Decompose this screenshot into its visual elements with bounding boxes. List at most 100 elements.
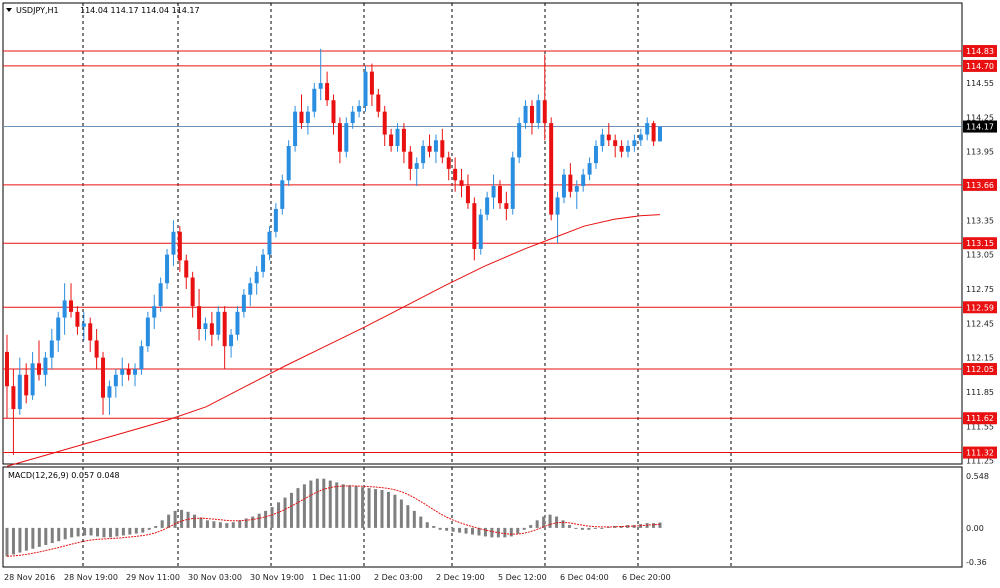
macd-histogram-bar xyxy=(167,514,171,528)
macd-histogram-bar xyxy=(192,514,196,528)
macd-histogram-bar xyxy=(96,527,100,537)
candle-body xyxy=(389,134,394,146)
price-level-tag xyxy=(963,412,997,425)
price-level-tag xyxy=(963,59,997,72)
macd-histogram-bar xyxy=(348,485,352,528)
macd-histogram-bar xyxy=(121,527,125,536)
macd-histogram-bar xyxy=(296,488,300,528)
candle-body xyxy=(478,214,483,249)
macd-histogram-bar xyxy=(76,527,80,537)
price-level-tag xyxy=(963,237,997,250)
macd-histogram-bar xyxy=(115,527,119,537)
macd-histogram-bar xyxy=(257,513,261,528)
candle-body xyxy=(363,71,368,106)
candle-body xyxy=(485,197,490,215)
candle-body xyxy=(171,231,176,255)
x-tick-label: 5 Dec 12:00 xyxy=(498,573,547,582)
candle-body xyxy=(165,254,170,284)
chevron-down-icon[interactable] xyxy=(6,8,12,12)
macd-y-tick-label: 0.548 xyxy=(966,472,989,481)
macd-histogram-bar xyxy=(173,510,177,528)
macd-histogram-bar xyxy=(438,527,442,530)
y-tick-label: 114.55 xyxy=(966,79,994,88)
price-level-tag xyxy=(963,45,997,58)
candle-body xyxy=(241,294,246,312)
candle-body xyxy=(177,231,182,261)
macd-histogram-bar xyxy=(464,527,468,534)
macd-histogram-bar xyxy=(57,527,61,542)
macd-histogram-bar xyxy=(600,527,604,529)
candle-body xyxy=(17,374,22,410)
macd-histogram-bar xyxy=(244,518,248,528)
price-level-tag xyxy=(963,363,997,376)
price-level-label: 113.15 xyxy=(966,239,994,248)
macd-histogram-bar xyxy=(367,488,371,528)
candle-body xyxy=(101,357,106,398)
macd-histogram-bar xyxy=(341,484,345,528)
y-tick-label: 112.15 xyxy=(966,354,994,363)
candle-body xyxy=(248,283,253,295)
candle-body xyxy=(613,140,618,146)
candle-body xyxy=(216,311,221,335)
y-tick-label: 111.25 xyxy=(966,457,994,466)
candle-body xyxy=(325,83,330,101)
macd-histogram-bar xyxy=(5,527,9,557)
macd-signal-line xyxy=(6,485,661,557)
candle-body xyxy=(88,323,93,341)
macd-histogram-bar xyxy=(626,525,630,528)
candle-body xyxy=(152,306,157,318)
price-level-label: 114.83 xyxy=(966,47,994,56)
macd-histogram-bar xyxy=(186,511,190,528)
candle-body xyxy=(312,88,317,112)
candle-body xyxy=(158,283,163,307)
candle-body xyxy=(318,83,323,89)
candle-body xyxy=(139,346,144,370)
macd-histogram-bar xyxy=(412,510,416,528)
macd-histogram-bar xyxy=(309,480,313,528)
macd-histogram-bar xyxy=(419,516,423,528)
macd-histogram-bar xyxy=(37,527,41,547)
macd-histogram-bar xyxy=(205,520,209,528)
price-level-tag xyxy=(963,301,997,314)
x-tick-label: 1 Dec 11:00 xyxy=(312,573,361,582)
candle-body xyxy=(465,186,470,204)
candle-body xyxy=(408,151,413,169)
candle-body xyxy=(305,111,310,124)
macd-histogram-bar xyxy=(406,505,410,528)
candle-body xyxy=(606,134,611,141)
candle-body xyxy=(427,145,432,152)
macd-histogram-bar xyxy=(160,520,164,528)
candle-body xyxy=(344,123,349,152)
macd-histogram-bar xyxy=(555,516,559,528)
macd-histogram-bar xyxy=(63,527,67,540)
candle-body xyxy=(235,311,240,335)
candle-body xyxy=(382,111,387,135)
macd-histogram-bar xyxy=(548,514,552,528)
macd-histogram-bar xyxy=(593,527,597,529)
macd-histogram-bar xyxy=(477,527,481,536)
candle-body xyxy=(561,174,566,198)
candle-body xyxy=(94,340,99,358)
x-tick-label: 30 Nov 19:00 xyxy=(250,573,304,582)
candle-body xyxy=(574,186,579,192)
candle-body xyxy=(446,157,451,169)
macd-histogram-bar xyxy=(238,520,242,528)
macd-y-tick-label: -0.36 xyxy=(966,558,987,567)
candle-body xyxy=(504,203,509,209)
macd-histogram-bar xyxy=(432,526,436,528)
macd-histogram-bar xyxy=(587,527,591,530)
candle-body xyxy=(581,174,586,187)
macd-histogram-bar xyxy=(328,480,332,528)
macd-histogram-bar xyxy=(522,527,526,530)
current-price-tag xyxy=(963,120,997,133)
moving-average-line xyxy=(6,214,661,467)
macd-histogram-bar xyxy=(451,527,455,532)
candle-body xyxy=(472,203,477,249)
candle-body xyxy=(549,123,554,215)
candle-body xyxy=(542,100,547,124)
candle-body xyxy=(491,186,496,198)
macd-histogram-bar xyxy=(283,497,287,528)
macd-histogram-bar xyxy=(225,523,229,528)
candle-body xyxy=(523,105,528,124)
